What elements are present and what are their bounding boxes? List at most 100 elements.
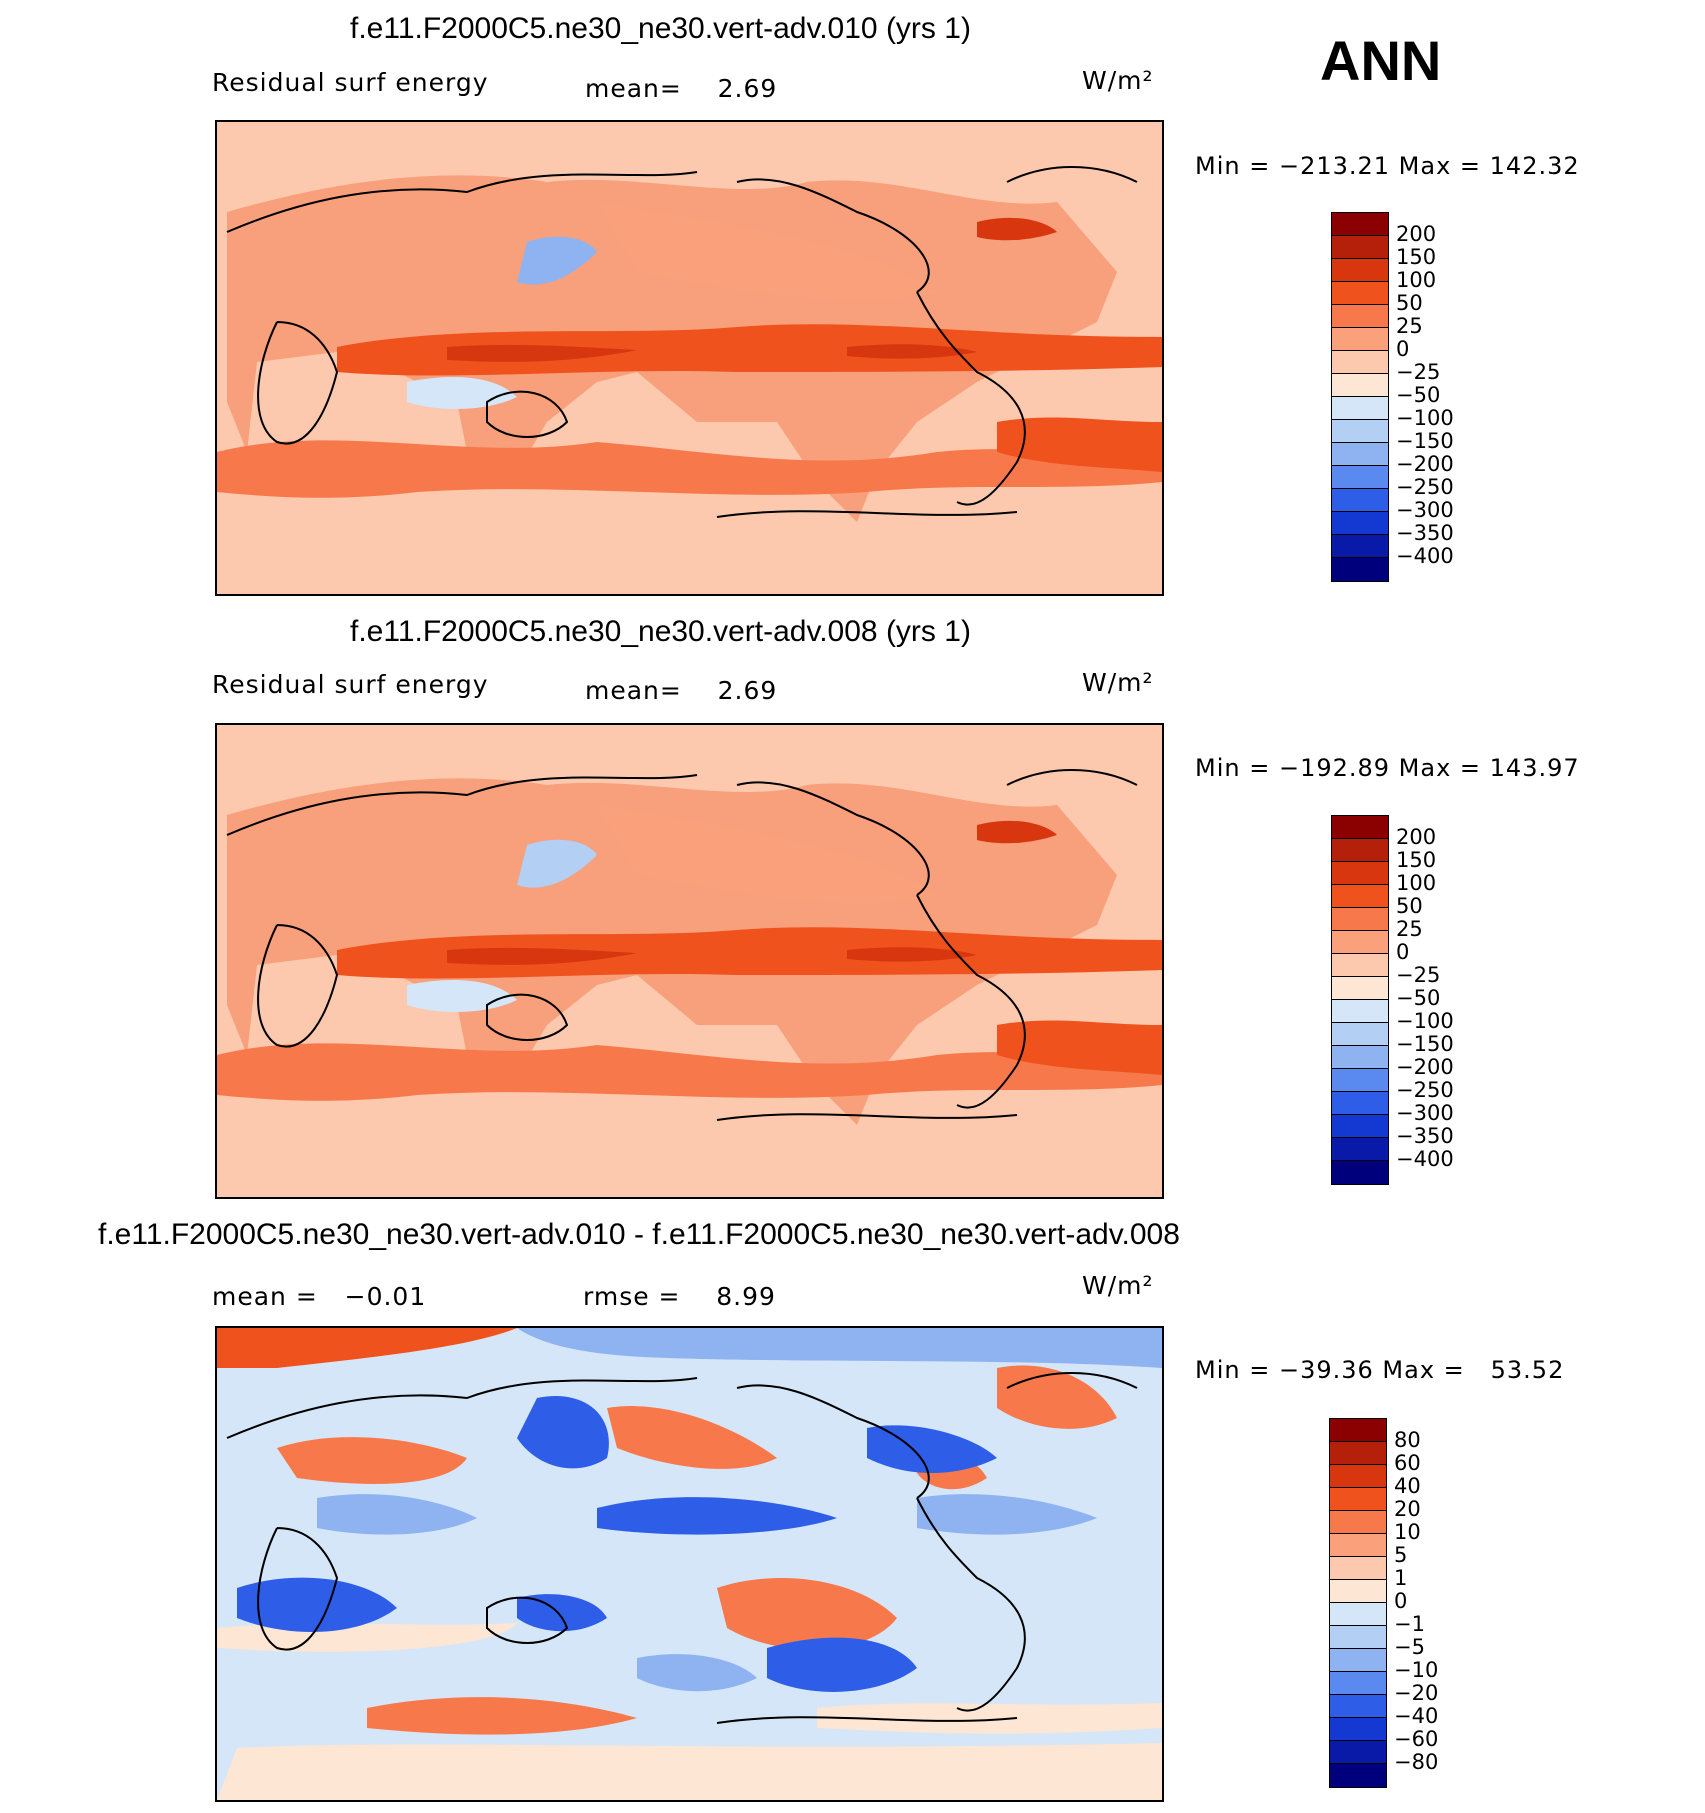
panel-3-rmse: rmse = 8.99 <box>583 1282 776 1311</box>
panel-3-field-arctic-warm <box>217 1328 517 1368</box>
colorbar-tick-label: −100 <box>1396 1009 1454 1033</box>
panel-1-coastlines <box>226 166 1138 518</box>
panel-2-colorbar-swatch <box>1332 885 1388 908</box>
panel-1-colorbar-swatch <box>1332 282 1388 305</box>
panel-3-field-light-warm <box>217 1623 1162 1800</box>
colorbar-tick-label: 100 <box>1396 268 1437 292</box>
panel-2-colorbar-swatch <box>1332 908 1388 931</box>
panel-1-variable-label: Residual surf energy <box>212 68 489 97</box>
panel-1-colorbar <box>1331 212 1389 582</box>
panel-3-colorbar-swatch <box>1330 1718 1386 1741</box>
panel-2-units: W/m² <box>1082 668 1154 697</box>
colorbar-tick-label: 80 <box>1394 1428 1421 1452</box>
colorbar-tick-label: −200 <box>1396 1055 1454 1079</box>
panel-1-field-gulfstream <box>977 217 1057 241</box>
colorbar-tick-label: 150 <box>1396 245 1437 269</box>
panel-2-colorbar-swatch <box>1332 1115 1388 1138</box>
panel-3-field-warm-patches <box>277 1365 1117 1735</box>
panel-3-units: W/m² <box>1082 1271 1154 1300</box>
panel-1-field-s-atlantic-warm <box>997 417 1162 472</box>
panel-2-colorbar-swatch <box>1332 839 1388 862</box>
colorbar-tick-label: −350 <box>1396 521 1454 545</box>
colorbar-tick-label: 100 <box>1396 871 1437 895</box>
panel-1-colorbar-swatch <box>1332 535 1388 558</box>
panel-1-colorbar-swatch <box>1332 397 1388 420</box>
panel-1-field-n-pacific <box>597 202 937 301</box>
panel-3-coastlines <box>226 1372 1138 1724</box>
panel-2-field-equator <box>337 927 1162 979</box>
colorbar-tick-label: −25 <box>1396 360 1441 384</box>
colorbar-tick-label: 150 <box>1396 848 1437 872</box>
panel-2-colorbar-swatch <box>1332 1161 1388 1184</box>
panel-2-colorbar <box>1331 815 1389 1185</box>
colorbar-tick-label: −50 <box>1396 986 1441 1010</box>
panel-3-colorbar-swatch <box>1330 1580 1386 1603</box>
panel-1-field-kuroshio-cool <box>517 236 597 285</box>
panel-1-field-antarctica <box>217 533 1162 594</box>
colorbar-tick-label: 5 <box>1394 1543 1408 1567</box>
panel-3-colorbar <box>1329 1418 1387 1788</box>
panel-3-colorbar-swatch <box>1330 1764 1386 1787</box>
panel-2-colorbar-swatch <box>1332 816 1388 839</box>
colorbar-tick-label: 10 <box>1394 1520 1421 1544</box>
panel-2-field-equator-core <box>447 947 977 965</box>
panel-1-colorbar-swatch <box>1332 466 1388 489</box>
colorbar-tick-label: −100 <box>1396 406 1454 430</box>
colorbar-tick-label: −400 <box>1396 1147 1454 1171</box>
panel-3-field-mid-cool <box>317 1494 1097 1692</box>
panel-2-field-southern-band <box>217 1043 1162 1101</box>
colorbar-tick-label: −10 <box>1394 1658 1439 1682</box>
panel-1-colorbar-swatch <box>1332 236 1388 259</box>
panel-1-minmax: Min = −213.21 Max = 142.32 <box>1195 152 1580 180</box>
colorbar-tick-label: −40 <box>1394 1704 1439 1728</box>
panel-3-colorbar-swatch <box>1330 1695 1386 1718</box>
panel-3-colorbar-swatch <box>1330 1488 1386 1511</box>
season-label: ANN <box>1320 29 1442 92</box>
panel-3-colorbar-swatch <box>1330 1557 1386 1580</box>
colorbar-tick-label: −250 <box>1396 1078 1454 1102</box>
panel-2-colorbar-swatch <box>1332 931 1388 954</box>
panel-1-colorbar-swatch <box>1332 374 1388 397</box>
colorbar-tick-label: 50 <box>1396 291 1423 315</box>
panel-3-minmax: Min = −39.36 Max = 53.52 <box>1195 1356 1565 1384</box>
panel-1-colorbar-swatch <box>1332 558 1388 581</box>
panel-2-colorbar-swatch <box>1332 1069 1388 1092</box>
panel-2-minmax: Min = −192.89 Max = 143.97 <box>1195 754 1580 782</box>
panel-3-colorbar-swatch <box>1330 1626 1386 1649</box>
colorbar-tick-label: 200 <box>1396 825 1437 849</box>
panel-3-field-arctic-cool <box>517 1328 1162 1368</box>
colorbar-tick-label: −5 <box>1394 1635 1425 1659</box>
colorbar-tick-label: 40 <box>1394 1474 1421 1498</box>
colorbar-tick-label: 0 <box>1394 1589 1408 1613</box>
colorbar-tick-label: −300 <box>1396 498 1454 522</box>
panel-2-field-s-atlantic-warm <box>997 1020 1162 1075</box>
colorbar-tick-label: 25 <box>1396 917 1423 941</box>
panel-1-colorbar-swatch <box>1332 351 1388 374</box>
panel-1-colorbar-swatch <box>1332 213 1388 236</box>
panel-3-colorbar-swatch <box>1330 1511 1386 1534</box>
panel-3-mean: mean = −0.01 <box>212 1282 427 1311</box>
panel-1-title: f.e11.F2000C5.ne30_ne30.vert-adv.010 (yr… <box>350 12 971 45</box>
panel-1-field-southern-band <box>217 440 1162 498</box>
colorbar-tick-label: −50 <box>1396 383 1441 407</box>
panel-3-title: f.e11.F2000C5.ne30_ne30.vert-adv.010 - f… <box>98 1218 1180 1251</box>
panel-3-map <box>215 1326 1164 1802</box>
panel-2-field-gulfstream <box>977 820 1057 844</box>
colorbar-tick-label: 200 <box>1396 222 1437 246</box>
colorbar-tick-label: −1 <box>1394 1612 1425 1636</box>
panel-3-colorbar-swatch <box>1330 1442 1386 1465</box>
panel-2-field-kuroshio-cool <box>517 839 597 888</box>
colorbar-tick-label: −300 <box>1396 1101 1454 1125</box>
colorbar-tick-label: −200 <box>1396 452 1454 476</box>
panel-2-colorbar-swatch <box>1332 1023 1388 1046</box>
panel-3-colorbar-swatch <box>1330 1672 1386 1695</box>
panel-3-colorbar-swatch <box>1330 1741 1386 1764</box>
colorbar-tick-label: 60 <box>1394 1451 1421 1475</box>
colorbar-tick-label: −150 <box>1396 1032 1454 1056</box>
panel-2-colorbar-swatch <box>1332 977 1388 1000</box>
colorbar-tick-label: −350 <box>1396 1124 1454 1148</box>
panel-3-colorbar-swatch <box>1330 1419 1386 1442</box>
panel-2-field-antarctica <box>217 1136 1162 1197</box>
panel-2-coastlines <box>226 769 1138 1121</box>
panel-1-colorbar-swatch <box>1332 420 1388 443</box>
